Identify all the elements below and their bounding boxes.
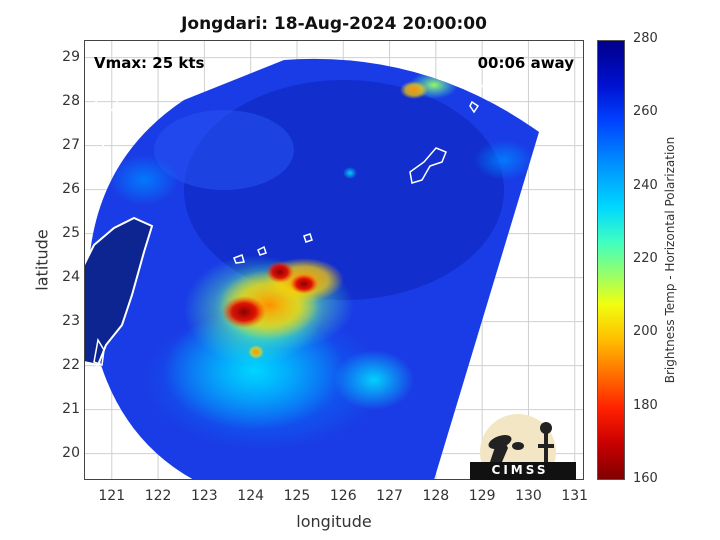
x-tick-label: 131 — [561, 488, 589, 504]
x-tick-label: 127 — [376, 488, 403, 504]
taiwan-landmass — [84, 216, 154, 367]
x-tick-label: 124 — [237, 488, 265, 504]
x-tick-label: 125 — [283, 488, 311, 504]
x-axis-label: longitude — [296, 512, 372, 531]
y-tick-label: 25 — [62, 224, 80, 241]
colorbar-tick-label: 240 — [633, 177, 658, 193]
cimss-logo — [470, 414, 576, 480]
y-tick-label: 20 — [62, 444, 80, 461]
x-tick-label: 128 — [422, 488, 450, 504]
y-tick-label: 24 — [62, 268, 80, 285]
y-tick-label: 26 — [62, 180, 80, 197]
coastlines — [84, 47, 501, 367]
map-title: Jongdari: 18-Aug-2024 20:00:00 — [181, 14, 487, 34]
x-tick-label: 126 — [329, 488, 357, 504]
colorbar-tick-label: 220 — [633, 251, 658, 266]
colorbar-label: Brightness Temp - Horizontal Polarizatio… — [663, 136, 677, 384]
colorbar-tick-label: 260 — [633, 104, 658, 120]
x-tick-label: 122 — [144, 488, 172, 504]
colorbar-tick-label: 180 — [633, 397, 658, 413]
y-tick-label: 22 — [62, 356, 80, 373]
colorbar-tick-label: 200 — [633, 324, 658, 340]
y-tick-label: 28 — [62, 92, 80, 109]
time-away-label: 00:06 away — [477, 54, 574, 72]
y-tick-label: 27 — [62, 136, 80, 153]
map-plot-area — [84, 40, 584, 480]
y-tick-label: 23 — [62, 312, 80, 329]
x-tick-label: 130 — [515, 488, 542, 504]
vmax-label: Vmax: 25 kts — [94, 54, 205, 72]
cimss-logo-text: CIMSS — [491, 463, 549, 477]
map-svg — [84, 40, 584, 480]
x-tick-label: 129 — [468, 488, 496, 504]
x-tick-label: 121 — [98, 488, 126, 504]
x-tick-label: 123 — [190, 488, 218, 504]
colorbar-tick-label: 280 — [633, 31, 658, 46]
y-tick-label: 21 — [62, 400, 80, 417]
colorbar-tick-label: 160 — [633, 471, 658, 486]
colorbar — [597, 40, 625, 480]
y-tick-label: 29 — [62, 48, 80, 65]
y-axis-label: latitude — [32, 229, 52, 291]
